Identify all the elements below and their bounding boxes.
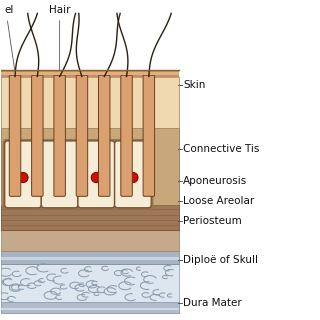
FancyBboxPatch shape xyxy=(54,75,65,196)
Bar xyxy=(1,77,179,128)
FancyBboxPatch shape xyxy=(121,75,132,196)
Circle shape xyxy=(54,172,65,183)
Circle shape xyxy=(18,172,28,183)
Text: Hair: Hair xyxy=(49,5,70,70)
Text: Loose Areolar: Loose Areolar xyxy=(183,196,254,206)
Bar xyxy=(1,204,179,230)
Bar xyxy=(1,264,179,302)
FancyBboxPatch shape xyxy=(112,139,154,210)
Text: Dura Mater: Dura Mater xyxy=(183,298,242,308)
Circle shape xyxy=(128,172,138,183)
FancyBboxPatch shape xyxy=(9,75,21,196)
Text: el: el xyxy=(4,5,13,15)
Bar xyxy=(1,308,179,310)
FancyBboxPatch shape xyxy=(76,139,117,210)
Circle shape xyxy=(91,172,101,183)
Bar xyxy=(1,302,179,313)
FancyBboxPatch shape xyxy=(76,75,88,196)
FancyBboxPatch shape xyxy=(3,139,44,210)
Bar xyxy=(1,72,179,75)
FancyBboxPatch shape xyxy=(32,75,43,196)
Bar xyxy=(1,69,179,76)
Bar xyxy=(1,251,179,264)
FancyBboxPatch shape xyxy=(78,141,115,208)
FancyBboxPatch shape xyxy=(99,75,110,196)
FancyBboxPatch shape xyxy=(39,139,80,210)
FancyBboxPatch shape xyxy=(5,141,41,208)
Text: Connective Tis: Connective Tis xyxy=(183,144,260,154)
Text: Periosteum: Periosteum xyxy=(183,216,242,226)
Text: Skin: Skin xyxy=(183,80,206,90)
Bar xyxy=(1,257,179,260)
FancyBboxPatch shape xyxy=(115,141,151,208)
Text: Diploë of Skull: Diploë of Skull xyxy=(183,255,258,265)
Text: Aponeurosis: Aponeurosis xyxy=(183,176,247,186)
Bar xyxy=(1,230,179,251)
FancyBboxPatch shape xyxy=(143,75,155,196)
FancyBboxPatch shape xyxy=(41,141,78,208)
Bar xyxy=(1,128,179,204)
